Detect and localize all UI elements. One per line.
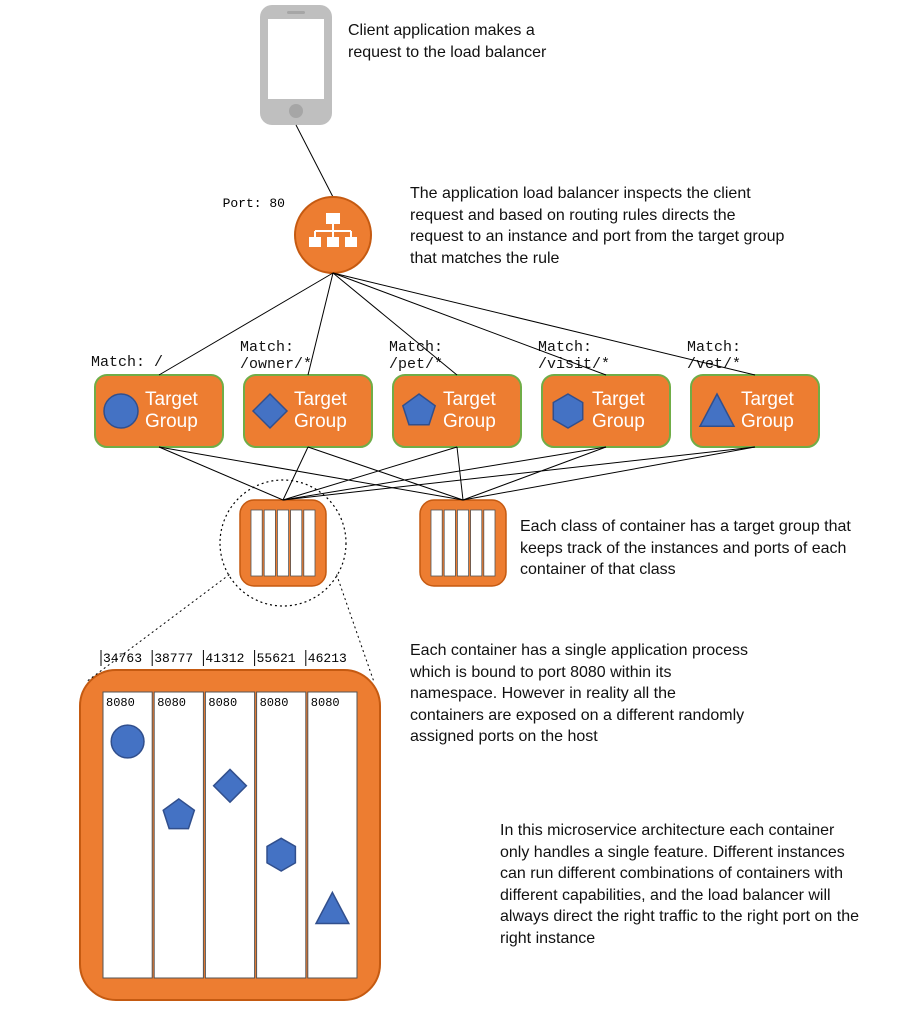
zoom-host-port-4: 46213 bbox=[308, 651, 347, 666]
target-group-label: Group bbox=[145, 411, 198, 432]
target-group-label: Target bbox=[294, 389, 348, 410]
target-group-label: Group bbox=[592, 411, 645, 432]
load-balancer-port-label: Port: 80 bbox=[223, 196, 285, 211]
target-group-match-1: Match:/owner/* bbox=[240, 339, 388, 373]
client-device-icon bbox=[260, 5, 332, 125]
zoom-host-port-3: 55621 bbox=[257, 651, 296, 666]
annotation-arch: In this microservice architecture each c… bbox=[500, 820, 860, 1029]
target-group-label: Group bbox=[443, 411, 496, 432]
zoom-host-port-1: 38777 bbox=[154, 651, 193, 666]
zoomed-instance: 8080 8080 8080 8080 8080 bbox=[80, 670, 380, 1000]
zoom-host-port-2: 41312 bbox=[205, 651, 244, 666]
zoom-inner-port-2: 8080 bbox=[208, 696, 237, 710]
zoom-host-port-0: 34763 bbox=[103, 651, 142, 666]
annotation-lb: The application load balancer inspects t… bbox=[410, 183, 790, 403]
target-group-label: Group bbox=[741, 411, 794, 432]
circle-icon bbox=[104, 394, 138, 428]
instance-0 bbox=[240, 500, 326, 586]
target-group-0: TargetGroup bbox=[95, 375, 223, 447]
target-group-label: Target bbox=[145, 389, 199, 410]
target-group-1: TargetGroup bbox=[244, 375, 372, 447]
target-group-match-0: Match: / bbox=[91, 354, 239, 373]
hexagon-icon bbox=[267, 838, 295, 871]
instance-1 bbox=[420, 500, 506, 586]
zoom-inner-port-1: 8080 bbox=[157, 696, 186, 710]
circle-icon bbox=[111, 725, 144, 758]
zoom-inner-port-4: 8080 bbox=[311, 696, 340, 710]
target-group-label: Group bbox=[294, 411, 347, 432]
zoom-inner-port-3: 8080 bbox=[260, 696, 289, 710]
zoom-inner-port-0: 8080 bbox=[106, 696, 135, 710]
